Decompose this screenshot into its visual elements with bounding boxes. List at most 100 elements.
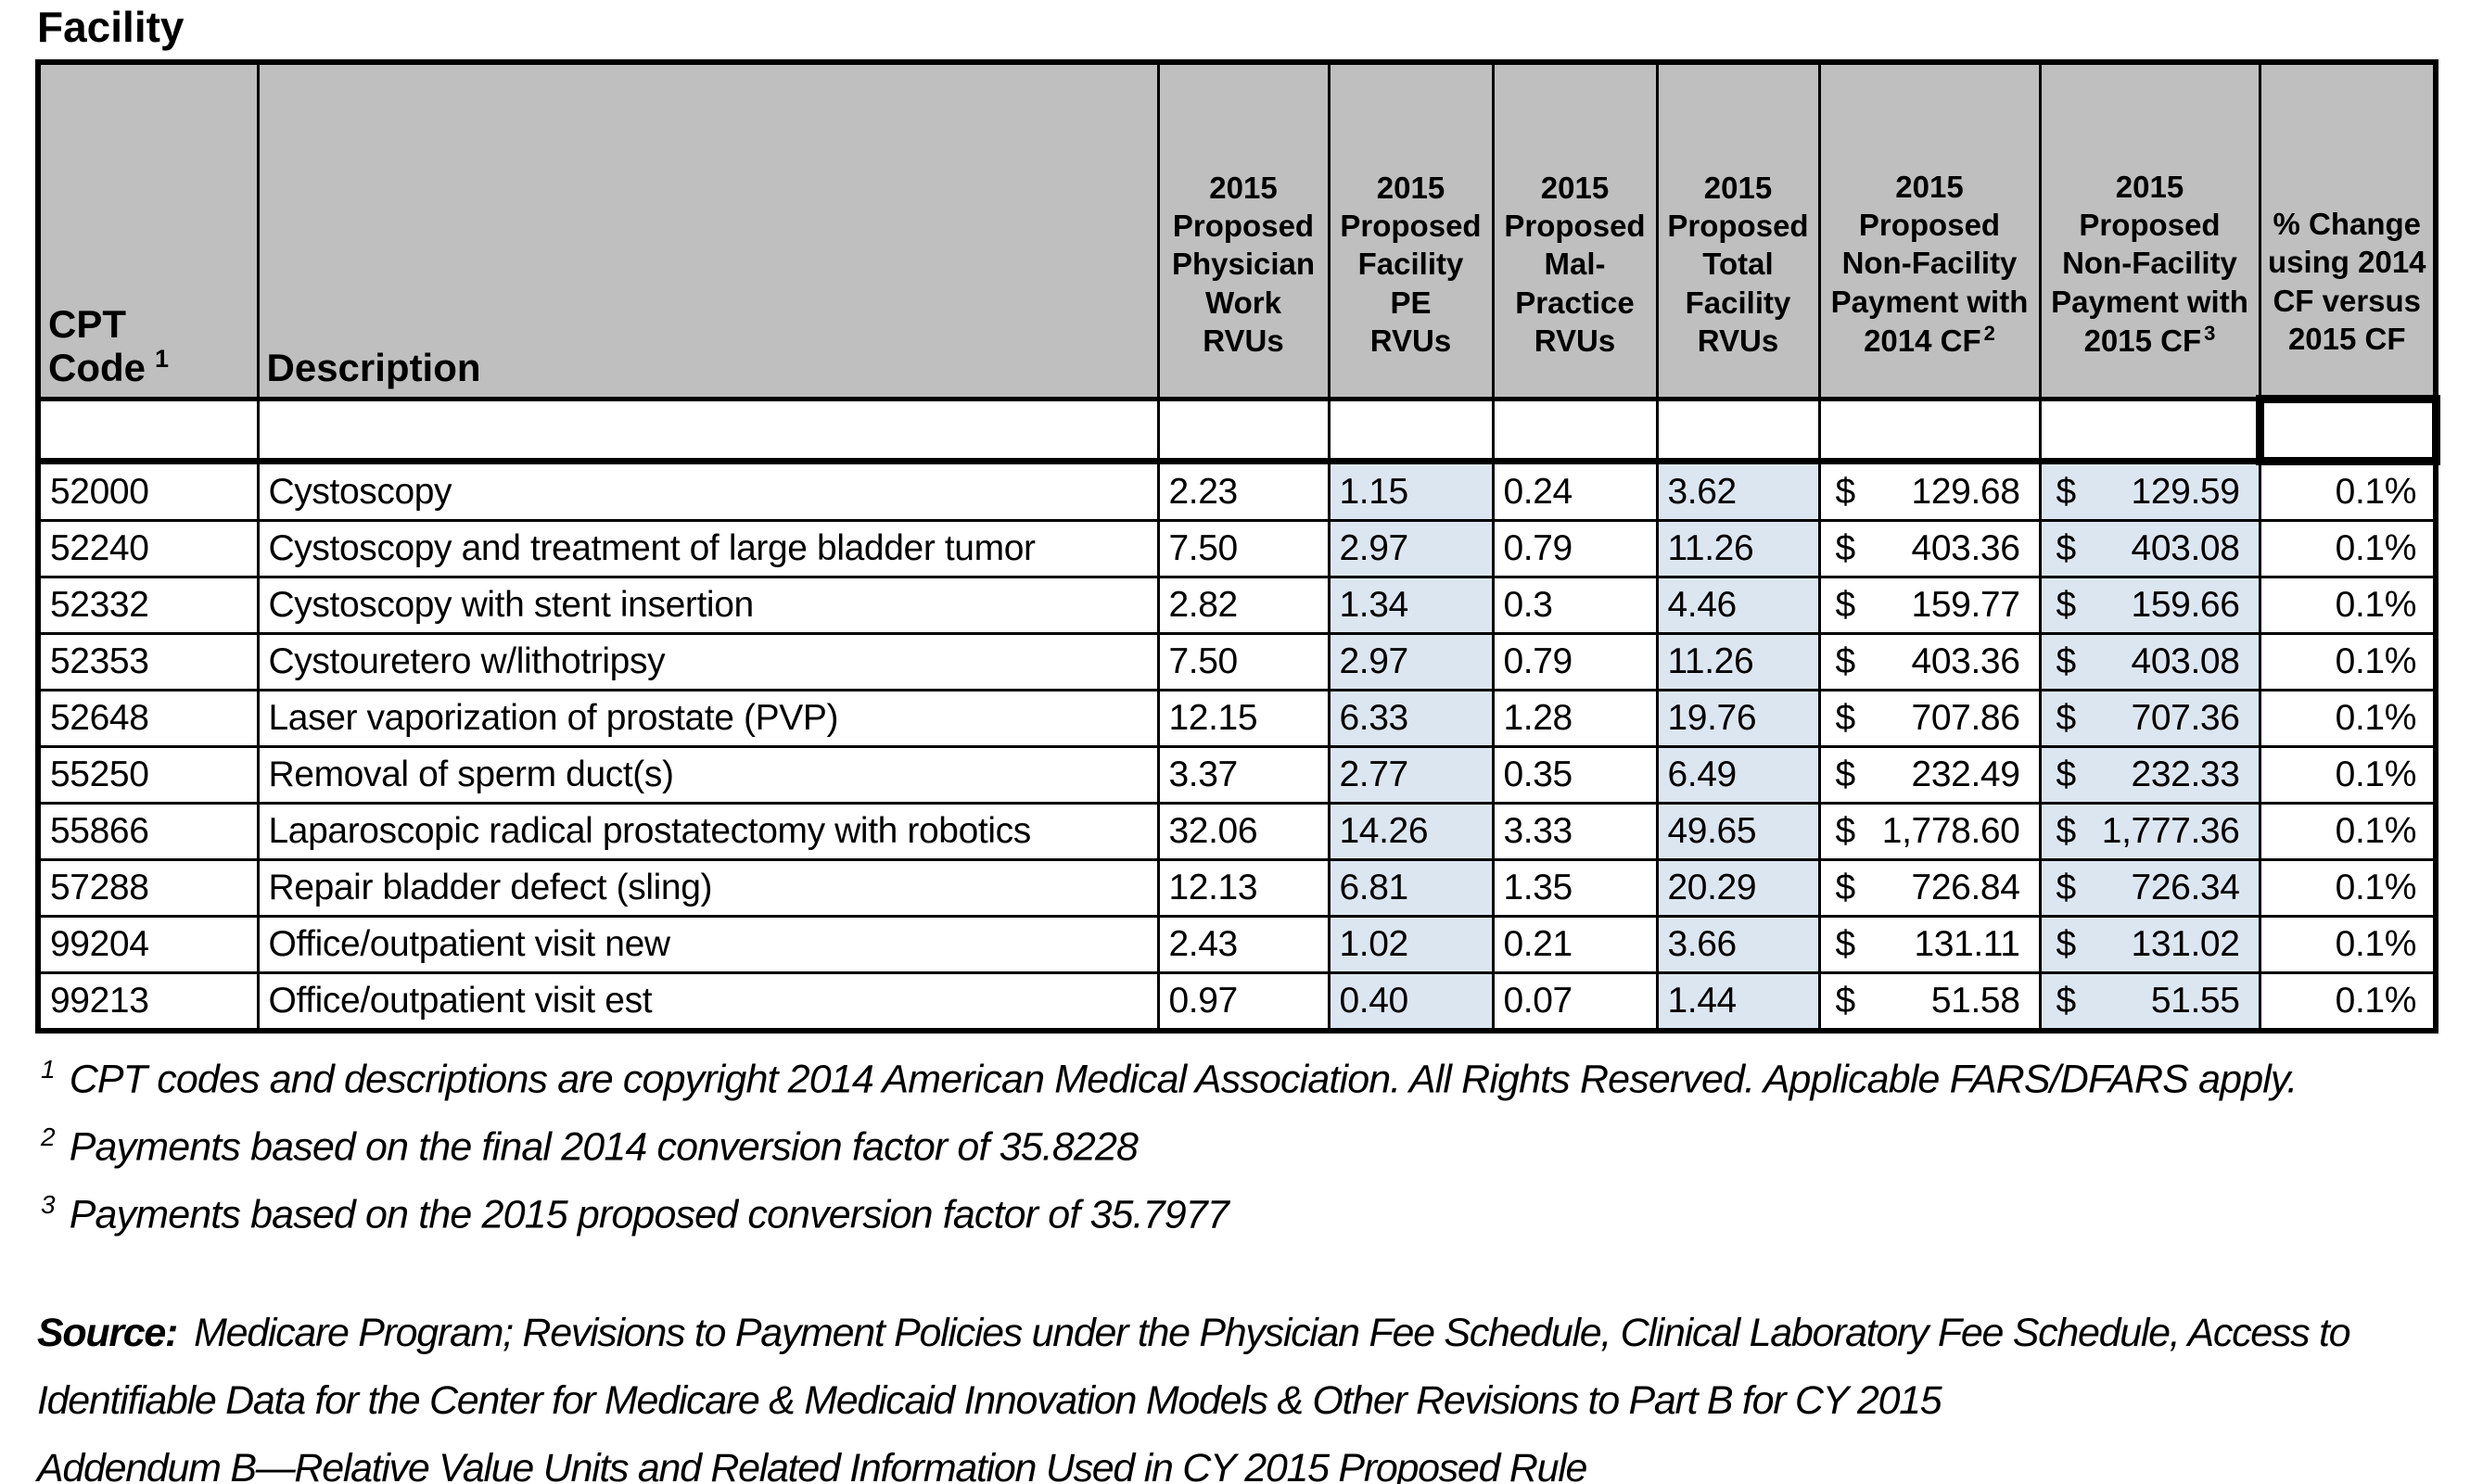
cell-code: 52000 <box>36 460 260 522</box>
footnote-ref: 1 <box>155 344 170 373</box>
cell-payment_2015_cf: $726.34 <box>2038 858 2261 918</box>
cell-code: 99213 <box>36 971 260 1033</box>
cell-pct_change: 0.1% <box>2258 971 2438 1033</box>
header-label: 2015 Proposed Mal- Practice RVUs <box>1504 170 1646 358</box>
cell-total_facility_rvus: 6.49 <box>1655 745 1821 805</box>
cell-malpractice_rvus: 0.21 <box>1491 915 1659 974</box>
header-payment-2015-cf: 2015 Proposed Non-Facility Payment with … <box>2038 60 2261 401</box>
cell-malpractice_rvus: 0.79 <box>1491 519 1659 578</box>
cell-total_facility_rvus: 1.44 <box>1655 971 1821 1033</box>
cell-payment_2014_cf: $403.36 <box>1817 519 2042 578</box>
currency-symbol: $ <box>1835 585 1856 625</box>
table-row: 55250 Removal of sperm duct(s) 3.37 2.77 0.3… <box>36 745 2438 805</box>
empty-cell <box>1327 398 1495 464</box>
cell-payment_2015_cf: $129.59 <box>2038 460 2261 522</box>
cell-description: Laparoscopic radical prostatectomy with … <box>256 802 1160 861</box>
currency-symbol: $ <box>1835 811 1856 851</box>
currency-symbol: $ <box>2056 755 2077 794</box>
header-label: % Change using 2014 CF versus 2015 CF <box>2267 207 2426 356</box>
cell-work_rvus: 12.13 <box>1156 858 1331 918</box>
cell-malpractice_rvus: 0.24 <box>1491 460 1659 522</box>
selected-empty-cell <box>2255 395 2440 465</box>
currency-symbol: $ <box>1835 698 1856 738</box>
currency-symbol: $ <box>1835 528 1856 568</box>
cell-description: Removal of sperm duct(s) <box>256 745 1160 805</box>
cell-payment_2014_cf: $159.77 <box>1817 576 2042 635</box>
cell-description: Repair bladder defect (sling) <box>256 858 1160 918</box>
table-row: 52240 Cystoscopy and treatment of large b… <box>36 519 2438 578</box>
cell-facility_pe_rvus: 1.02 <box>1327 915 1495 974</box>
page-title: Facility <box>37 3 185 51</box>
currency-symbol: $ <box>2056 528 2077 568</box>
header-label: 2015 Proposed Non-Facility Payment with … <box>1830 169 2029 358</box>
currency-amount: 232.49 <box>1911 755 2020 794</box>
empty-cell <box>256 398 1160 464</box>
cell-payment_2015_cf: $1,777.36 <box>2038 802 2261 861</box>
cell-total_facility_rvus: 11.26 <box>1655 519 1821 578</box>
source-label: Source: <box>37 1311 178 1355</box>
currency-symbol: $ <box>1835 868 1856 907</box>
header-cpt-code: CPT Code 1 <box>36 60 260 401</box>
footnote-1: 1 CPT codes and descriptions are copyrigh… <box>41 1055 2298 1123</box>
currency-amount: 159.66 <box>2131 585 2240 625</box>
footnote-text: Payments based on the final 2014 convers… <box>69 1124 1139 1170</box>
table-row: 52353 Cystouretero w/lithotripsy 7.50 2.97 0… <box>36 632 2438 691</box>
cell-description: Office/outpatient visit new <box>256 915 1160 974</box>
cell-pct_change: 0.1% <box>2258 858 2438 918</box>
currency-symbol: $ <box>1835 641 1856 681</box>
cell-work_rvus: 32.06 <box>1156 802 1331 861</box>
cell-payment_2014_cf: $403.36 <box>1817 632 2042 691</box>
currency-symbol: $ <box>1835 755 1856 794</box>
cell-payment_2015_cf: $232.33 <box>2038 745 2261 805</box>
table-row: 55866 Laparoscopic radical prostatectomy … <box>36 802 2438 861</box>
currency-amount: 51.58 <box>1930 981 2020 1021</box>
currency-amount: 129.68 <box>1911 471 2020 512</box>
facility-rvu-table: CPT Code 1 Description 2015 Proposed Phys… <box>35 59 2440 1034</box>
cell-total_facility_rvus: 3.62 <box>1655 460 1821 522</box>
cell-work_rvus: 3.37 <box>1156 745 1331 805</box>
cell-code: 99204 <box>36 915 260 974</box>
cell-payment_2014_cf: $131.11 <box>1817 915 2042 974</box>
cell-pct_change: 0.1% <box>2258 519 2438 578</box>
footnote-marker: 1 <box>41 1055 56 1084</box>
table-row: 57288 Repair bladder defect (sling) 12.13 6… <box>36 858 2438 918</box>
footnote-2: 2 Payments based on the final 2014 conver… <box>41 1123 2297 1190</box>
source-addendum: Addendum B—Relative Value Units and Rela… <box>37 1446 1587 1484</box>
cell-total_facility_rvus: 20.29 <box>1655 858 1821 918</box>
cell-total_facility_rvus: 11.26 <box>1655 632 1821 691</box>
cell-code: 57288 <box>36 858 260 918</box>
currency-symbol: $ <box>2056 585 2077 625</box>
currency-symbol: $ <box>2056 981 2077 1021</box>
currency-amount: 129.59 <box>2131 471 2240 512</box>
cell-work_rvus: 7.50 <box>1156 632 1331 691</box>
empty-cell <box>1156 398 1331 464</box>
cell-description: Cystoscopy <box>256 460 1160 522</box>
currency-amount: 131.02 <box>2131 924 2240 964</box>
currency-amount: 232.33 <box>2131 755 2240 794</box>
cell-pct_change: 0.1% <box>2258 576 2438 635</box>
header-payment-2014-cf: 2015 Proposed Non-Facility Payment with … <box>1817 60 2042 401</box>
footnote-marker: 3 <box>41 1190 56 1219</box>
footnote-ref: 2 <box>1983 321 1995 345</box>
cell-work_rvus: 2.82 <box>1156 576 1331 635</box>
cell-pct_change: 0.1% <box>2258 802 2438 861</box>
currency-symbol: $ <box>1835 924 1856 964</box>
cell-pct_change: 0.1% <box>2258 632 2438 691</box>
footnote-text: Payments based on the 2015 proposed conv… <box>69 1192 1229 1237</box>
footnote-text: CPT codes and descriptions are copyright… <box>69 1057 2298 1102</box>
cell-pct_change: 0.1% <box>2258 745 2438 805</box>
currency-amount: 726.34 <box>2131 868 2240 907</box>
empty-cell <box>1655 398 1821 464</box>
cell-work_rvus: 12.15 <box>1156 689 1331 748</box>
currency-symbol: $ <box>2056 924 2077 964</box>
currency-amount: 51.55 <box>2150 981 2240 1021</box>
table-row: 52332 Cystoscopy with stent insertion 2.82… <box>36 576 2438 635</box>
empty-cell <box>1817 398 2042 464</box>
cell-payment_2014_cf: $726.84 <box>1817 858 2042 918</box>
cell-facility_pe_rvus: 1.15 <box>1327 460 1495 522</box>
cell-payment_2014_cf: $232.49 <box>1817 745 2042 805</box>
currency-amount: 159.77 <box>1911 585 2020 625</box>
currency-amount: 707.36 <box>2131 698 2240 738</box>
currency-amount: 131.11 <box>1914 924 2020 964</box>
header-work-rvus: 2015 Proposed Physician Work RVUs <box>1156 60 1331 401</box>
